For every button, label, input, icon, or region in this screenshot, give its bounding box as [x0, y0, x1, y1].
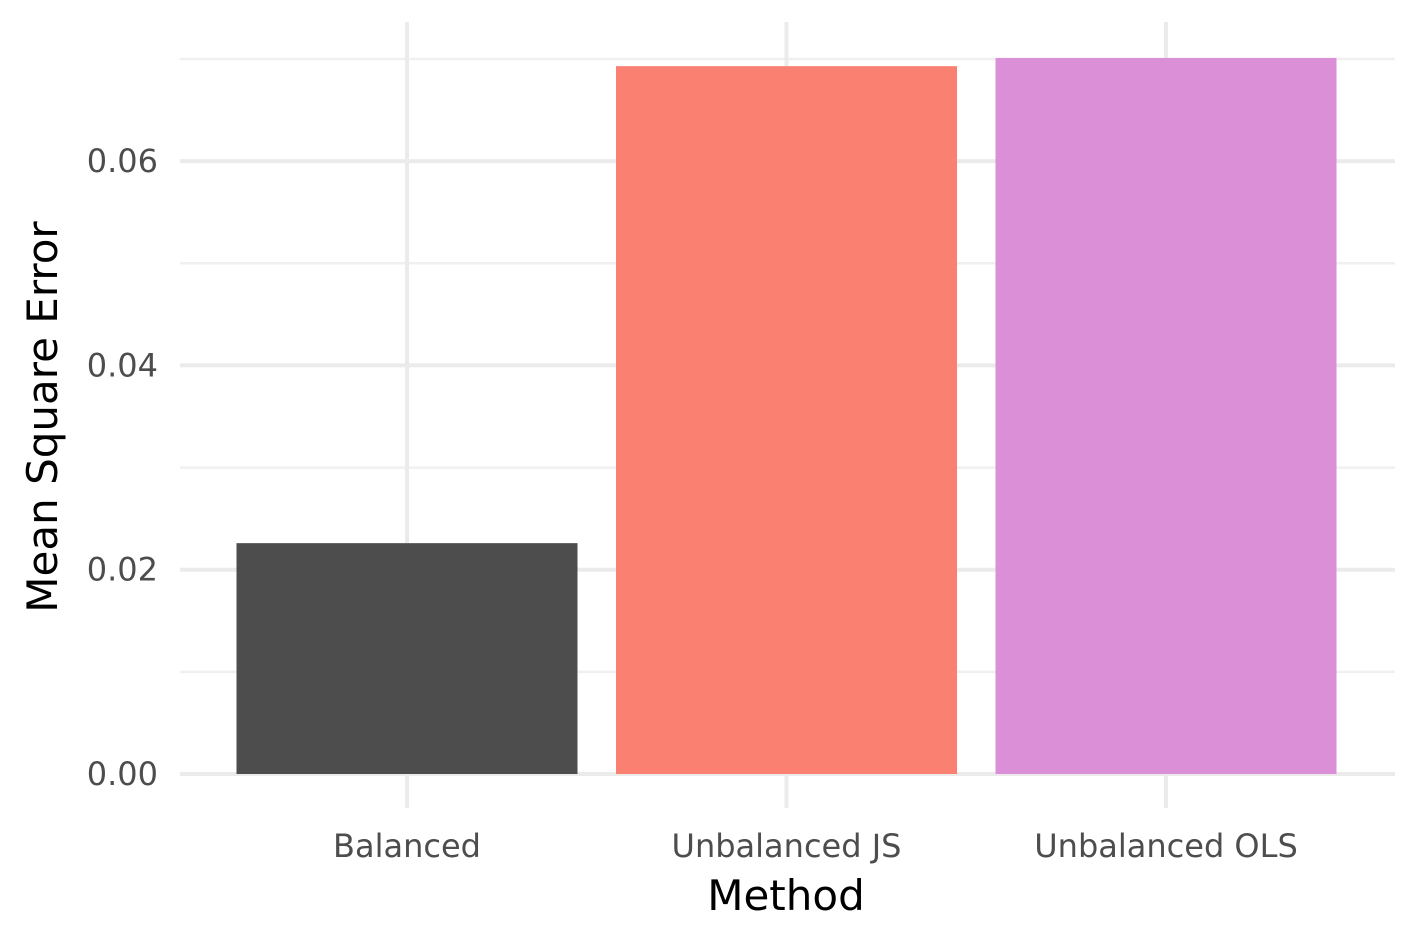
bar	[995, 57, 1337, 774]
bars	[236, 57, 1337, 774]
y-tick-label: 0.00	[87, 755, 158, 793]
y-tick-label: 0.06	[87, 142, 158, 180]
bar	[236, 543, 578, 774]
y-axis-title: Mean Square Error	[18, 221, 67, 613]
y-tick-label: 0.02	[87, 551, 158, 589]
x-axis-title: Method	[707, 871, 865, 920]
x-tick-labels: Balanced Unbalanced JS Unbalanced OLS	[333, 827, 1298, 865]
x-tick-label: Unbalanced JS	[672, 827, 902, 865]
y-tick-label: 0.04	[87, 346, 158, 384]
bar	[616, 66, 957, 774]
y-tick-labels: 0.00 0.02 0.04 0.06	[87, 142, 158, 793]
x-tick-label: Unbalanced OLS	[1034, 827, 1298, 865]
x-tick-label: Balanced	[333, 827, 481, 865]
